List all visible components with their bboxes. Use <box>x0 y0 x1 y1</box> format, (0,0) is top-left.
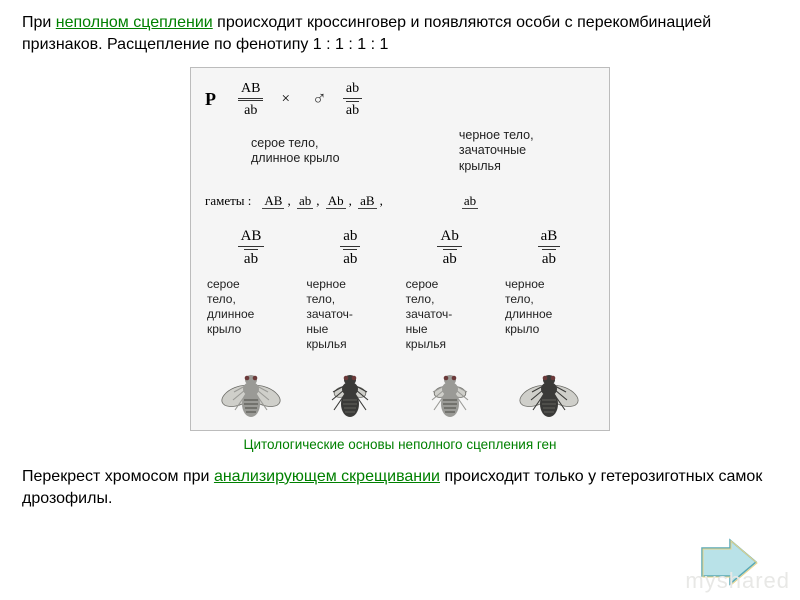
offspring-genotype: Ab ab <box>437 229 461 267</box>
male-phenotype: черное тело, зачаточные крылья <box>459 128 534 175</box>
male-gametes: ab <box>459 193 481 209</box>
gametes-label: гаметы : <box>205 193 251 209</box>
female-genotype: AB ab <box>238 82 263 118</box>
figure-caption: Цитологические основы неполного сцеплени… <box>22 437 778 452</box>
offspring-phenotype: серое тело, зачаточ- ные крылья <box>406 277 494 352</box>
parent-cross-row: P AB ab × ♂ ab ab <box>205 82 595 118</box>
offspring-col: Ab ab серое тело, зачаточ- ные крылья <box>406 229 494 352</box>
intro-paragraph: При неполном сцеплении происходит кросси… <box>22 12 778 57</box>
fly-illustrations-row <box>205 366 595 422</box>
male-genotype: ab ab <box>343 82 362 118</box>
fly-icon <box>306 366 394 422</box>
offspring-col: aB ab черное тело, длинное крыло <box>505 229 593 352</box>
offspring-phenotype: черное тело, зачаточ- ные крылья <box>306 277 394 352</box>
female-phenotype: серое тело, длинное крыло <box>251 136 340 167</box>
fly-icon <box>406 366 494 422</box>
offspring-phenotype: серое тело, длинное крыло <box>207 277 295 337</box>
offspring-genotype: aB ab <box>538 229 561 267</box>
offspring-phenotype: черное тело, длинное крыло <box>505 277 593 337</box>
fly-icon <box>207 366 295 422</box>
offspring-col: AB ab серое тело, длинное крыло <box>207 229 295 352</box>
male-symbol-icon: ♂ <box>312 88 327 111</box>
conclusion-pre: Перекрест хромосом при <box>22 468 214 485</box>
conclusion-paragraph: Перекрест хромосом при анализирующем скр… <box>22 466 778 511</box>
intro-pre: При <box>22 14 56 31</box>
gametes-row: гаметы : AB, ab, Ab, aB, ab <box>205 193 595 209</box>
genetics-figure: P AB ab × ♂ ab ab серое тело, длинное кр… <box>190 67 610 431</box>
fly-icon <box>505 366 593 422</box>
conclusion-highlight: анализирующем скрещивании <box>214 468 440 485</box>
intro-highlight: неполном сцеплении <box>56 14 213 31</box>
offspring-genotype: AB ab <box>238 229 265 267</box>
offspring-genotype: ab ab <box>340 229 360 267</box>
offspring-row: AB ab серое тело, длинное крыло ab ab че… <box>205 229 595 352</box>
watermark: myshared <box>685 568 790 594</box>
cross-symbol: × <box>281 91 289 108</box>
female-gametes: AB, ab, Ab, aB, <box>259 193 382 209</box>
offspring-col: ab ab черное тело, зачаточ- ные крылья <box>306 229 394 352</box>
p-generation-label: P <box>205 89 216 110</box>
